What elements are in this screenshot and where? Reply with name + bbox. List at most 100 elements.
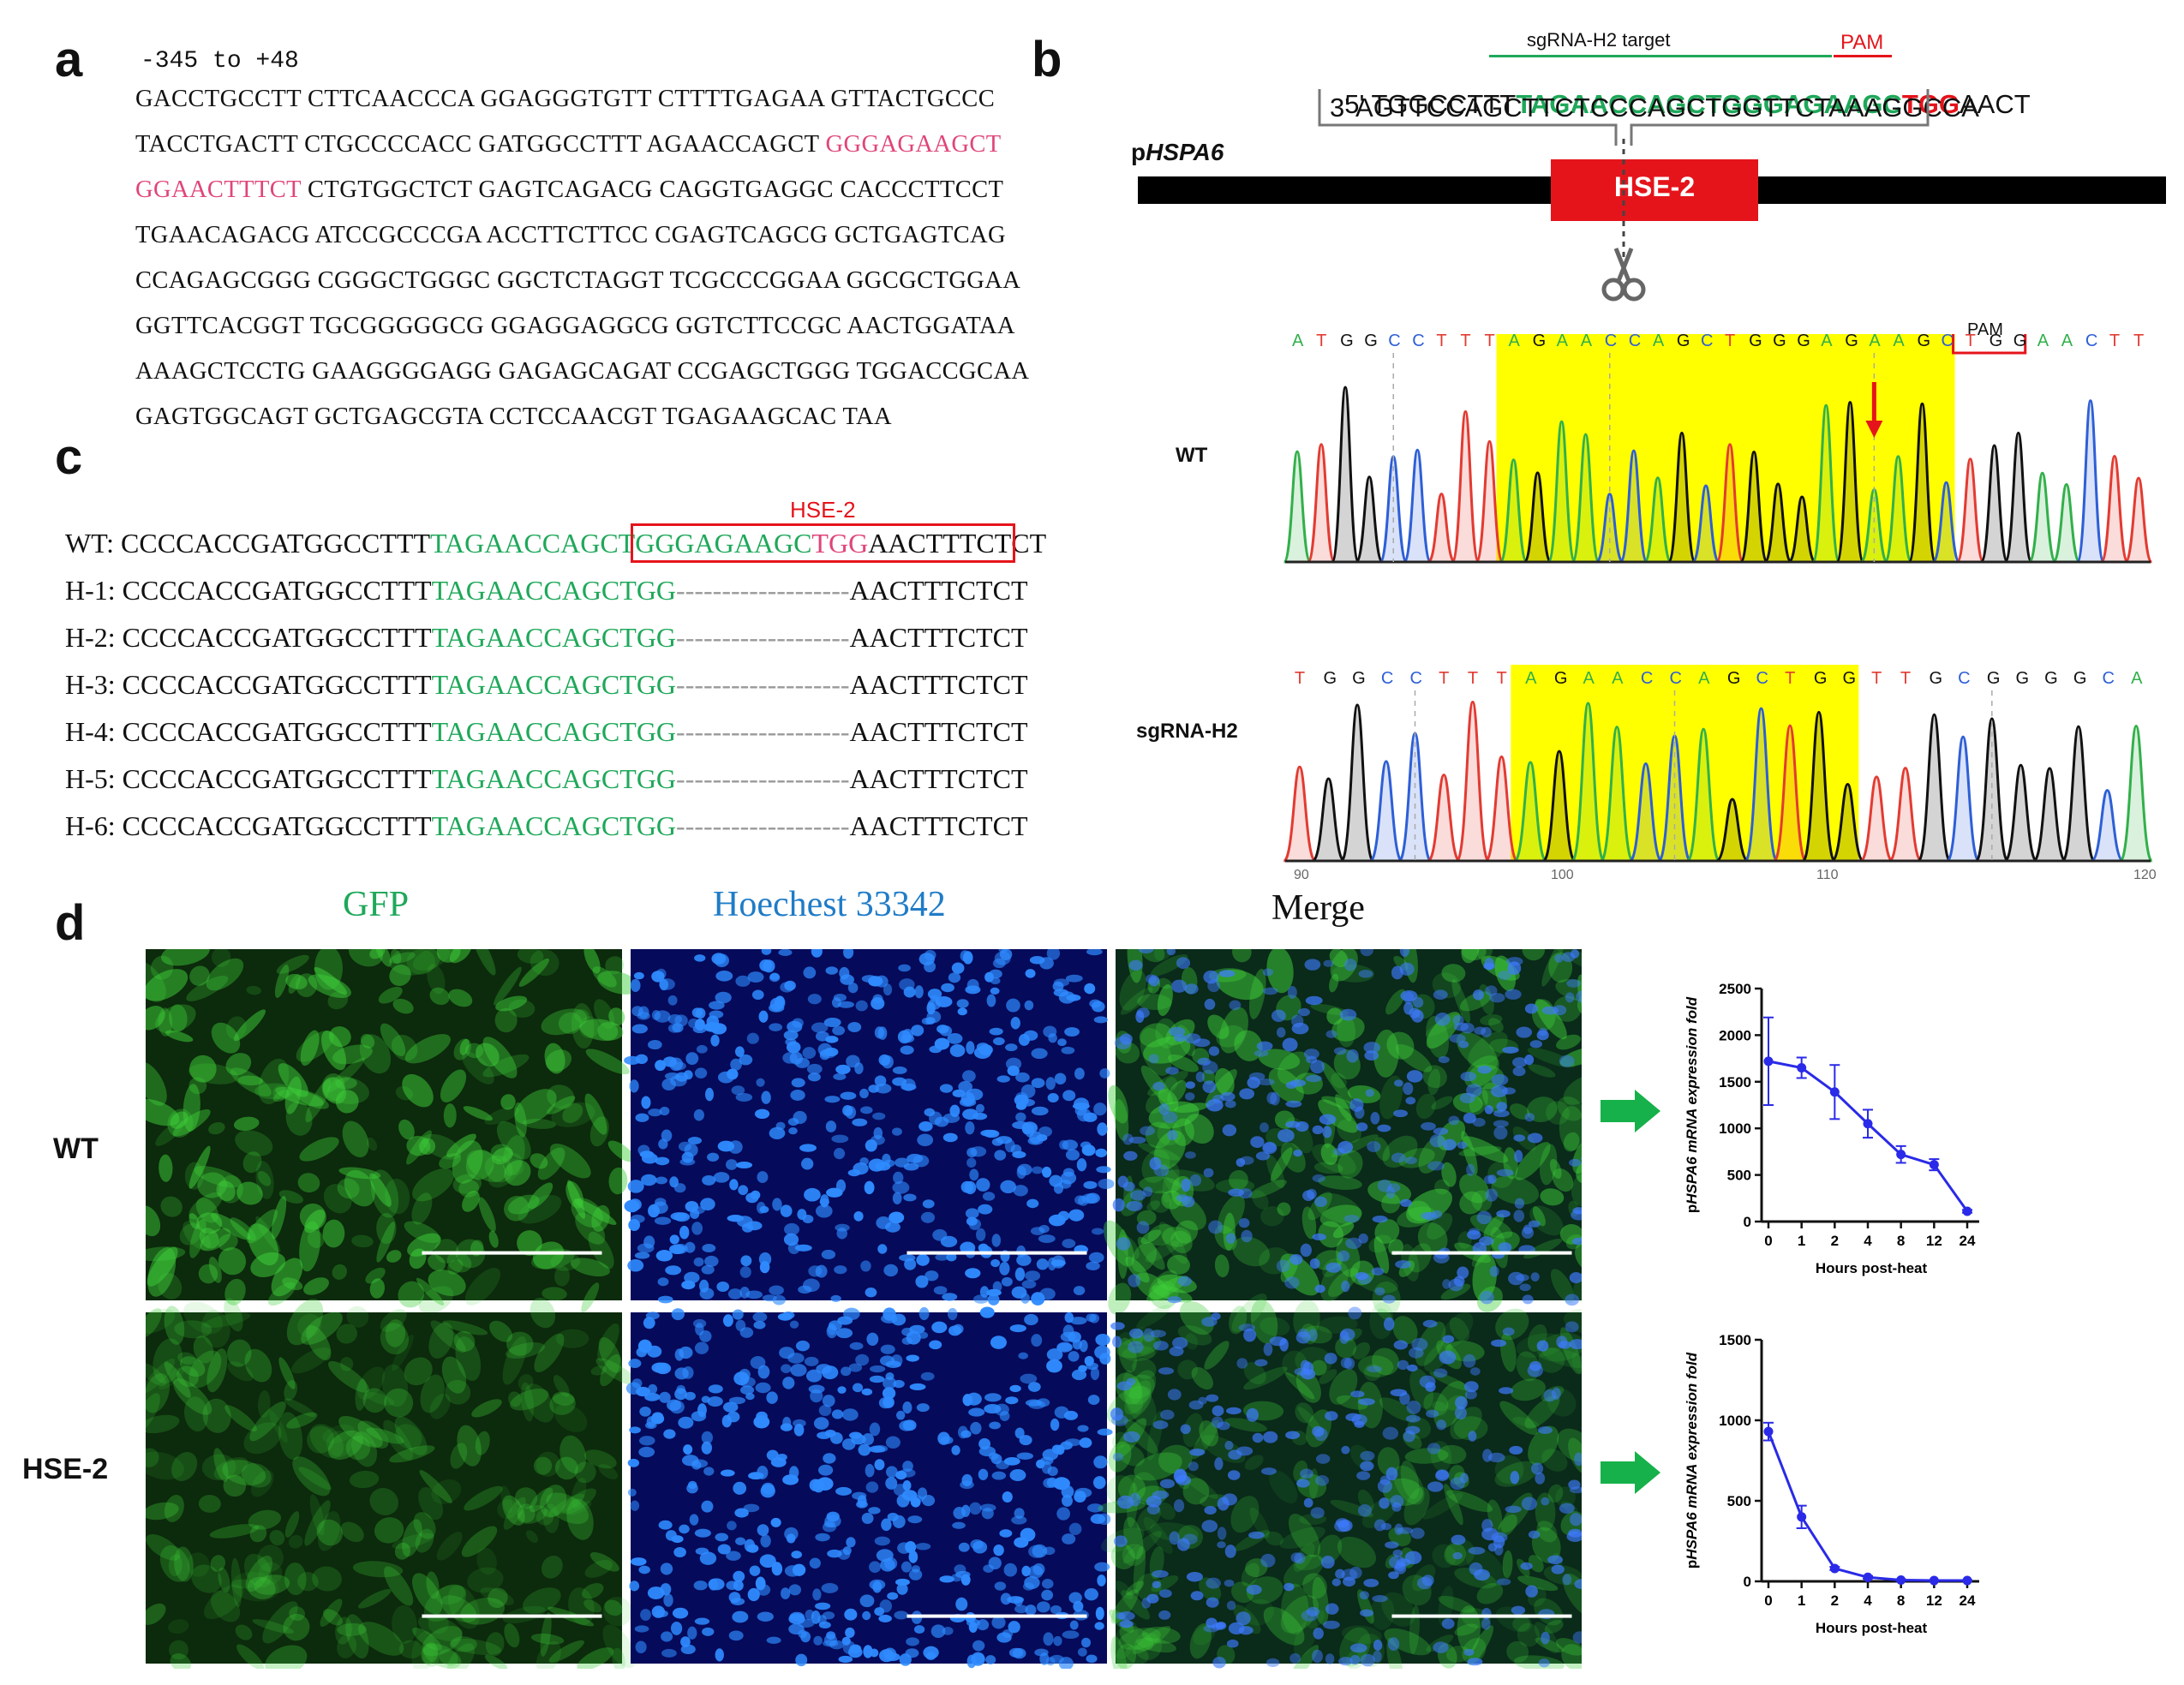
base-call: G [1917, 334, 1930, 350]
base-call: T [1436, 334, 1446, 350]
trace-peak [1974, 717, 2009, 863]
y-axis-label: pHSPA6 mRNA expression fold [1684, 996, 1700, 1213]
row-label: H-1: [65, 575, 123, 606]
row-sgrna-part: TAGAACCAGCTGG [431, 669, 677, 700]
alignment-row: H-2: CCCCACCGATGGCCTTTTAGAACCAGCTGG-----… [65, 622, 1027, 654]
trace-peak [1541, 750, 1577, 863]
base-call: G [1727, 669, 1741, 688]
base-call: G [1814, 669, 1828, 688]
x-tick-label: 0 [1764, 1592, 1772, 1609]
row-label: H-6: [65, 810, 123, 841]
row-suffix: AACTTTCTCT [849, 763, 1028, 794]
y-tick-label: 0 [1744, 1214, 1751, 1230]
base-call: G [2044, 669, 2058, 688]
trace-peak [1907, 402, 1937, 564]
panel-c-letter: c [55, 429, 83, 485]
pam-box [1952, 334, 2027, 355]
x-tick-label: 24 [1960, 1592, 1976, 1609]
scissors-icon [1601, 248, 1646, 302]
base-call: G [1533, 334, 1547, 350]
y-tick-label: 1500 [1719, 1332, 1751, 1348]
trace-peak [1859, 775, 1894, 863]
base-call: A [1653, 334, 1665, 350]
data-point [1863, 1572, 1873, 1582]
sequence-segment: GACCTGCCTT CTTCAACCCA GGAGGGTGTT CTTTTGA… [135, 86, 996, 112]
y-tick-label: 1000 [1719, 1120, 1751, 1137]
wt-hoechst-image [624, 949, 1115, 1306]
row-sgrna-part: TAGAACCAGCT [429, 528, 636, 559]
trace-peak [1403, 448, 1433, 564]
data-point [1962, 1206, 1972, 1216]
row-sgrna-part: TAGAACCAGCTGG [431, 622, 677, 653]
trace-peak [1628, 762, 1663, 863]
base-call: T [1295, 669, 1305, 688]
trace-peak [2003, 431, 2033, 564]
promoter-label: pHSPA6 [1131, 139, 1224, 166]
row-prefix: CCCCACCGATGGCCTTT [122, 669, 432, 700]
col-gfp-label: GFP [343, 885, 410, 924]
trace-peak [1888, 767, 1923, 863]
base-call: A [1581, 334, 1593, 350]
row-prefix: CCCCACCGATGGCCTTT [122, 763, 432, 794]
row-deletion-gap: ------------------- [676, 810, 850, 841]
base-call: C [1701, 334, 1713, 350]
x-axis-label: Hours post-heat [1816, 1620, 1928, 1636]
trace-peak [1619, 449, 1648, 564]
base-call: C [2103, 669, 2115, 688]
base-call: C [1958, 669, 1970, 688]
arrow-icon [1601, 1090, 1660, 1132]
trace-peak [1917, 713, 1952, 863]
trace-peak [2075, 399, 2105, 564]
base-call: G [1987, 669, 2001, 688]
base-call: A [1821, 334, 1833, 350]
trace-peak [2032, 767, 2067, 863]
wt-gfp-image [146, 949, 639, 1314]
gene-diagram [1138, 89, 2166, 302]
data-point [1763, 1426, 1774, 1437]
trace-peak [2051, 483, 2081, 564]
alignment-row: H-4: CCCCACCGATGGCCTTTTAGAACCAGCTGG-----… [65, 716, 1027, 748]
x-tick-label: 8 [1897, 1233, 1905, 1249]
trace-peak [1773, 724, 1808, 863]
base-call: C [2085, 334, 2097, 350]
trace-peak [1739, 451, 1768, 564]
sequence-segment: TGAACAGACG ATCCGCCCGA ACCTTCTTCC CGAGTCA… [135, 222, 1007, 248]
sgrna-target-label: sgRNA-H2 target [1527, 29, 1671, 51]
row-deletion-gap: ------------------- [676, 622, 850, 653]
sequence-segment: TACCTGACTT CTGCCCCACC GATGGCCTTT AGAACCA… [135, 131, 826, 158]
hse-sequence-segment: GGAACTTTCT [135, 176, 302, 203]
y-tick-label: 2000 [1719, 1027, 1751, 1043]
base-call: G [1843, 669, 1857, 688]
pam-line [1834, 55, 1892, 57]
row-label: H-3: [65, 669, 123, 700]
row-label: WT: [65, 528, 122, 559]
base-call: C [1410, 669, 1422, 688]
seq5-target: TAGAACCAGCTGGGAGAAGC [1516, 89, 1902, 119]
x-tick-label: 24 [1960, 1233, 1976, 1249]
base-call: G [1773, 334, 1786, 350]
base-call: G [2013, 334, 2027, 350]
data-point [1829, 1563, 1840, 1574]
row-prefix: CCCCACCGATGGCCTTT [122, 716, 432, 747]
base-call: T [1439, 669, 1449, 688]
base-call: A [2037, 334, 2049, 350]
base-call: T [1497, 669, 1507, 688]
seq5-pam: TGG [1901, 89, 1960, 119]
trace-peak [1955, 457, 1985, 564]
base-call: A [1893, 334, 1905, 350]
scale-bar [907, 1614, 1087, 1618]
base-call: A [1557, 334, 1569, 350]
chromatogram-wt-label: WT [1176, 444, 1208, 467]
row-suffix: AACTTTCTCT [849, 669, 1028, 700]
trace-peak [1427, 774, 1462, 863]
scale-bar [1391, 1251, 1572, 1255]
x-tick-label: 4 [1864, 1233, 1872, 1249]
data-point [1929, 1575, 1939, 1586]
base-call: G [1677, 334, 1690, 350]
row-deletion-gap: ------------------- [676, 575, 850, 606]
trace-peak [1475, 439, 1505, 564]
base-call: A [1525, 669, 1537, 688]
y-tick-label: 1500 [1719, 1074, 1751, 1090]
col-hoechst-label: Hoechest 33342 [713, 885, 946, 924]
row-label: H-2: [65, 622, 123, 653]
